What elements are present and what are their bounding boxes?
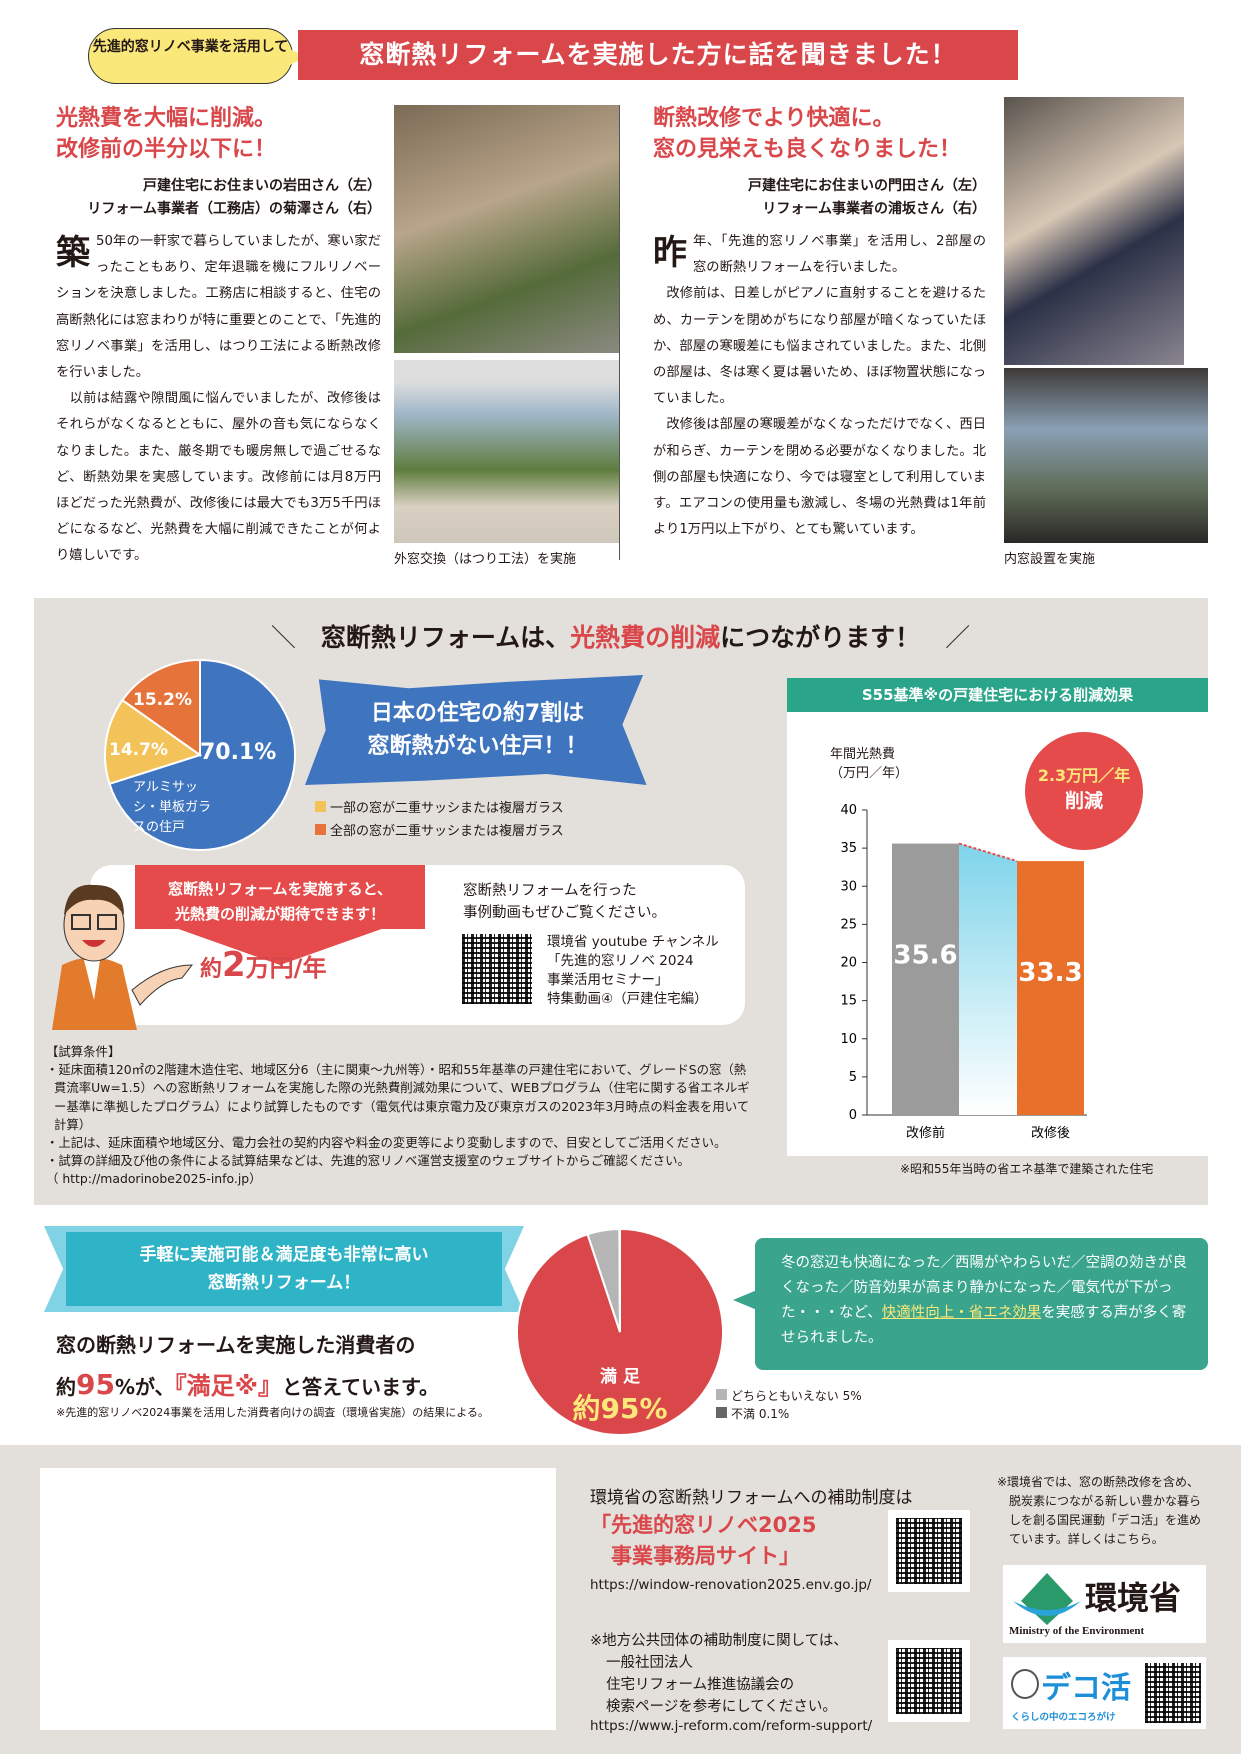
- local-subsidy-info: ※地方公共団体の補助制度に関しては、 一般社団法人 住宅リフォーム推進協議会の …: [590, 1633, 848, 1715]
- y-tick-label: 15: [840, 994, 857, 1009]
- x-category-label: 改修前: [906, 1125, 945, 1141]
- savings-title-c: につながります！: [720, 623, 921, 652]
- pie-legend: 一部の窓が二重サッシまたは複層ガラス 全部の窓が二重サッシまたは複層ガラス: [315, 797, 564, 843]
- story-1-title-line2: 改修前の半分以下に！: [56, 137, 277, 162]
- story-2-photo-people: [1004, 97, 1184, 365]
- subsidy-qr-code[interactable]: [888, 1510, 970, 1592]
- story-2-p2: 改修前は、日差しがピアノに直射することを避けるため、カーテンを閉めがちになり部屋…: [653, 286, 986, 407]
- header-badge: 先進的窓リノベ事業を活用して: [88, 28, 306, 84]
- decokatsu-logo: デコ活 くらしの中のエコろがけ: [1003, 1657, 1206, 1729]
- calculation-conditions: 【試算条件】 ・延床面積120㎡の2階建木造住宅、地域区分6（主に関東～九州等）…: [46, 1043, 756, 1189]
- story-1-dropcap: 築: [56, 233, 90, 273]
- y-tick-label: 25: [840, 917, 857, 932]
- pie-slice-2: [121, 658, 201, 757]
- chart-ylabel: 年間光熱費 （万円／年）: [830, 747, 909, 781]
- story-2-byline-2: リフォーム事業者の浦坂さん（右）: [762, 201, 986, 217]
- conditions-url[interactable]: （ http://madorinobe2025-info.jp）: [46, 1171, 262, 1187]
- story-2-title-line2: 窓の見栄えも良くなりました！: [653, 137, 962, 162]
- story-2-byline-1: 戸建住宅にお住まいの門田さん（左）: [748, 178, 986, 194]
- satisfaction-note: ※先進的窓リノベ2024事業を活用した消費者向けの調査（環境省実施）の結果による…: [56, 1406, 489, 1419]
- story-1-photo-people: [394, 105, 619, 353]
- savings-amount: 約2万円/年: [200, 945, 327, 985]
- pie-slice-2: [618, 1227, 621, 1333]
- reduction-bar-chart: 0 5 10 15 20 25 30 35 40 35.6 改修前 33.3 改修後: [840, 803, 1087, 1141]
- subsidy-url[interactable]: https://window-renovation2025.env.go.jp/: [590, 1577, 872, 1593]
- header-title: 窓断熱リフォームを実施した方に話を聞きました！: [298, 30, 1018, 80]
- legend-orange: 全部の窓が二重サッシまたは複層ガラス: [315, 820, 564, 843]
- banner-line2: 窓断熱がない住戸！！: [367, 734, 588, 759]
- legend-yellow: 一部の窓が二重サッシまたは複層ガラス: [315, 797, 564, 820]
- bar-改修後: [1017, 861, 1084, 1115]
- housing-pie-chart: [104, 658, 296, 851]
- story-2-photo-window: [1004, 368, 1208, 543]
- story-1-byline-1: 戸建住宅にお住まいの岩田さん（左）: [143, 178, 381, 194]
- y-tick-label: 10: [840, 1032, 857, 1047]
- y-tick-label: 20: [840, 956, 857, 971]
- story-1: 光熱費を大幅に削減。 改修前の半分以下に！ 戸建住宅にお住まいの岩田さん（左） …: [56, 103, 381, 570]
- decokatsu-note: ※環境省では、窓の断熱改修を含め、脱炭素につながる新しい豊かな暮らしを創る国民運…: [997, 1475, 1202, 1546]
- video-intro: 窓断熱リフォームを行った 事例動画もぜひご覧ください。: [463, 883, 666, 921]
- statistic-banner: 日本の住宅の約7割は 窓断熱がない住戸！！: [305, 675, 647, 785]
- story-1-body: 築 50年の一軒家で暮らしていましたが、寒い家だったこともあり、定年退職を機にフ…: [56, 229, 381, 570]
- satisfaction-pie-label: 満 足 約95%: [572, 1367, 668, 1425]
- story-1-byline-2: リフォーム事業者（工務店）の菊澤さん（右）: [87, 201, 381, 217]
- story-2-title-line1: 断熱改修でより快適に。: [653, 106, 895, 131]
- subsidy-site-name: 「先進的窓リノベ2025 事業事務局サイト」: [590, 1513, 817, 1568]
- pie-label-yellow: 14.7%: [109, 740, 168, 760]
- bar-value-label: 33.3: [1018, 958, 1082, 988]
- bar-value-label: 35.6: [893, 941, 957, 971]
- story-2-dropcap: 昨: [653, 233, 687, 273]
- pie-slice-1: [104, 698, 203, 786]
- story-1-caption: 外窓交換（はつり工法）を実施: [394, 552, 577, 567]
- story-1-p1: 50年の一軒家で暮らしていましたが、寒い家だったこともあり、定年退職を機にフルリ…: [56, 234, 381, 381]
- reform-url[interactable]: https://www.j-reform.com/reform-support/: [590, 1718, 873, 1734]
- y-tick-label: 30: [840, 879, 857, 894]
- bar-改修前: [892, 843, 959, 1115]
- reduction-gradient: [959, 843, 1017, 1115]
- savings-title: ＼ 窓断熱リフォームは、光熱費の削減につながります！ ／: [270, 623, 971, 652]
- satisfaction-legend: どちらともいえない 5% 不満 0.1%: [716, 1387, 862, 1423]
- reduction-callout: 2.3万円／年 削減: [1025, 732, 1143, 850]
- decokatsu-mark-icon: [1011, 1669, 1039, 1699]
- presenter-illustration: [52, 884, 194, 1030]
- satisfaction-pie-chart: [516, 1227, 724, 1436]
- chart-title: S55基準※の戸建住宅における削減効果: [787, 678, 1208, 712]
- story-2-body: 昨 年、「先進的窓リノベ事業」を活用し、2部屋の窓の断熱リフォームを行いました。…: [653, 229, 986, 543]
- blank-stamp-area: [40, 1468, 556, 1730]
- chart-note: ※昭和55年当時の省エネ基準で建築された住宅: [900, 1162, 1154, 1176]
- decokatsu-qr-code[interactable]: [1143, 1661, 1203, 1725]
- youtube-qr-code[interactable]: [458, 930, 536, 1008]
- savings-title-b: 光熱費の削減: [570, 623, 721, 652]
- column-divider: [619, 105, 620, 560]
- arrow-text-1: 窓断熱リフォームを実施すると、: [168, 880, 392, 898]
- y-tick-label: 5: [849, 1070, 857, 1085]
- voices-speech-bubble: 冬の窓辺も快適になった／西陽がやわらいだ／空調の効きが良くなった／防音効果が高ま…: [733, 1238, 1208, 1370]
- story-2-p1: 年、「先進的窓リノベ事業」を活用し、2部屋の窓の断熱リフォームを行いました。: [693, 234, 986, 276]
- satisfaction-ribbon: 手軽に実施可能＆満足度も非常に高い 窓断熱リフォーム！: [66, 1232, 502, 1306]
- arrow-text-2: 光熱費の削減が期待できます！: [174, 905, 385, 923]
- satisfaction-statement: 窓の断熱リフォームを実施した消費者の 約95%が、『満足※』と答えています。: [56, 1333, 439, 1401]
- x-category-label: 改修後: [1031, 1126, 1070, 1141]
- pie-slice-0: [108, 658, 296, 851]
- story-2-p3: 改修後は部屋の寒暖差がなくなっただけでなく、西日が和らぎ、カーテンを閉める必要が…: [653, 417, 986, 538]
- pie-label-main: 70.1%: [200, 740, 277, 765]
- y-tick-label: 35: [840, 841, 857, 856]
- banner-line1: 日本の住宅の約7割は: [370, 701, 585, 726]
- story-1-p2: 以前は結露や隙間風に悩んでいましたが、改修後はそれらがなくなるとともに、屋外の音…: [56, 391, 381, 564]
- story-1-photo-window: [394, 360, 619, 543]
- reform-qr-code[interactable]: [888, 1640, 970, 1722]
- subsidy-lead: 環境省の窓断熱リフォームへの補助制度は: [590, 1488, 913, 1508]
- y-tick-label: 0: [849, 1108, 857, 1123]
- story-1-title-line1: 光熱費を大幅に削減。: [56, 106, 277, 131]
- savings-title-a: 窓断熱リフォームは、: [320, 623, 571, 652]
- moe-logo: 環境省 Ministry of the Environment: [1003, 1565, 1206, 1643]
- story-2-caption: 内窓設置を実施: [1004, 552, 1096, 567]
- pie-label-orange: 15.2%: [133, 690, 192, 710]
- pie-desc: アルミサッシ・単板ガラスの住戸: [133, 780, 212, 835]
- y-tick-label: 40: [840, 803, 857, 818]
- reduction-line: [958, 842, 1018, 863]
- story-2: 断熱改修でより快適に。 窓の見栄えも良くなりました！ 戸建住宅にお住まいの門田さ…: [653, 103, 986, 543]
- video-info: 環境省 youtube チャンネル 「先進的窓リノベ 2024 事業活用セミナー…: [547, 934, 719, 1007]
